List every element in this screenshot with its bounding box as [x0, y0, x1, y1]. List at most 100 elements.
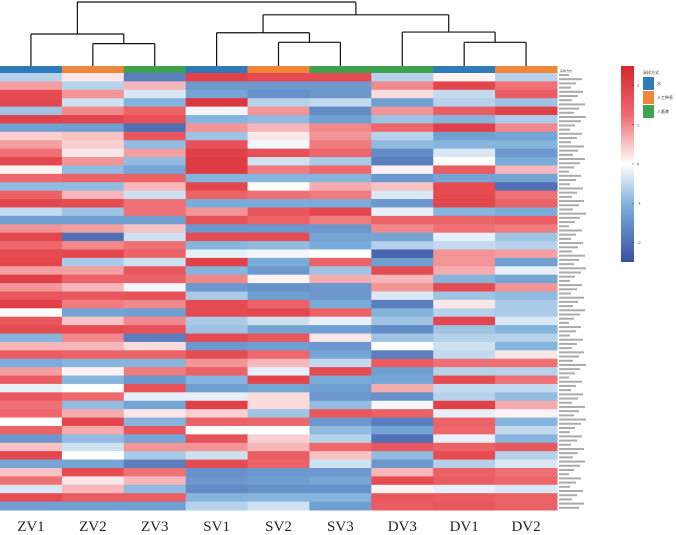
heatmap-cell	[309, 383, 372, 393]
row-label	[559, 418, 586, 421]
heatmap-cell	[247, 358, 310, 368]
heatmap-cell	[185, 266, 249, 276]
heatmap-cell	[309, 173, 372, 183]
heatmap-cells	[0, 73, 558, 511]
heatmap-cell	[123, 224, 187, 234]
heatmap-cell	[123, 417, 187, 427]
heatmap-cell	[247, 207, 310, 217]
heatmap-cell	[433, 316, 496, 326]
heatmap-cell	[185, 341, 249, 351]
heatmap-cell	[309, 207, 372, 217]
heatmap-cell	[0, 266, 63, 276]
heatmap-cell	[371, 224, 434, 234]
row-label	[559, 456, 573, 459]
heatmap-cell	[433, 350, 496, 360]
heatmap-cell	[495, 283, 558, 292]
heatmap-cell	[247, 131, 310, 141]
heatmap-cell	[61, 425, 125, 435]
heatmap-cell	[371, 207, 434, 217]
row-label	[559, 99, 572, 102]
heatmap-cell	[433, 106, 496, 116]
heatmap-cell	[185, 89, 249, 99]
heatmap-cell	[495, 484, 558, 494]
heatmap-cell	[123, 131, 187, 141]
row-label	[559, 372, 575, 375]
heatmap-cell	[433, 434, 496, 444]
colorbar-tick-label: -2	[637, 240, 641, 245]
row-label	[559, 242, 583, 245]
heatmap-cell	[371, 73, 434, 82]
row-label	[559, 95, 578, 98]
heatmap-cell	[123, 299, 187, 309]
heatmap-cell	[185, 409, 249, 419]
heatmap-cell	[433, 375, 496, 385]
heatmap-cell	[247, 501, 310, 511]
heatmap-cell	[0, 325, 63, 335]
heatmap-cell	[61, 73, 125, 82]
heatmap-cell	[371, 467, 434, 477]
heatmap-cell	[123, 451, 187, 461]
heatmap-cell	[495, 400, 558, 410]
row-label	[559, 271, 581, 274]
heatmap-cell	[185, 425, 249, 435]
heatmap-cell	[371, 392, 434, 402]
heatmap-cell	[247, 283, 310, 292]
heatmap-cell	[495, 106, 558, 116]
heatmap-cell	[61, 106, 125, 116]
heatmap-cell	[309, 341, 372, 351]
heatmap-cell	[247, 73, 310, 82]
heatmap-cell	[371, 199, 434, 208]
heatmap-cell	[433, 325, 496, 335]
heatmap-cell	[0, 316, 63, 326]
heatmap-cell	[0, 434, 63, 444]
row-label	[559, 137, 577, 140]
row-label	[559, 111, 574, 114]
heatmap-cell	[433, 451, 496, 461]
heatmap-cell	[0, 249, 63, 259]
row-label	[559, 212, 586, 215]
heatmap-cell	[309, 493, 372, 503]
annotation-cell	[61, 66, 125, 73]
row-label	[559, 170, 569, 173]
heatmap-cell	[247, 459, 310, 469]
heatmap-cell	[0, 501, 63, 511]
heatmap-cell	[185, 157, 249, 166]
heatmap-cell	[433, 358, 496, 368]
heatmap-cell	[371, 215, 434, 225]
annotation-cell	[185, 66, 249, 73]
heatmap-cell	[61, 148, 125, 158]
heatmap-cell	[247, 434, 310, 444]
row-label	[559, 422, 581, 425]
row-label	[559, 120, 581, 123]
heatmap-cell	[123, 165, 187, 175]
heatmap-cell	[309, 350, 372, 360]
heatmap-cell	[185, 215, 249, 225]
heatmap-cell	[61, 215, 125, 225]
heatmap-cell	[247, 467, 310, 477]
column-label: SV1	[203, 519, 230, 535]
heatmap-cell	[247, 350, 310, 360]
heatmap-cell	[61, 207, 125, 217]
colorbar-tick-label: 2	[637, 83, 640, 88]
heatmap-cell	[309, 484, 372, 494]
heatmap-cell	[371, 400, 434, 410]
heatmap-cell	[185, 224, 249, 234]
heatmap-cell	[185, 501, 249, 511]
heatmap-cell	[61, 451, 125, 461]
heatmap-cell	[123, 115, 187, 124]
heatmap-cell	[123, 341, 187, 351]
heatmap-cell	[61, 434, 125, 444]
heatmap-cell	[123, 434, 187, 444]
row-label	[559, 132, 582, 135]
heatmap-cell	[495, 190, 558, 200]
heatmap-cell	[495, 148, 558, 158]
heatmap-cell	[185, 173, 249, 183]
heatmap-cell	[495, 501, 558, 511]
heatmap-cell	[371, 283, 434, 292]
row-label	[559, 258, 579, 261]
row-label	[559, 363, 586, 366]
heatmap-cell	[309, 409, 372, 419]
heatmap-cell	[495, 493, 558, 503]
heatmap-cell	[123, 358, 187, 368]
row-label	[559, 460, 585, 463]
